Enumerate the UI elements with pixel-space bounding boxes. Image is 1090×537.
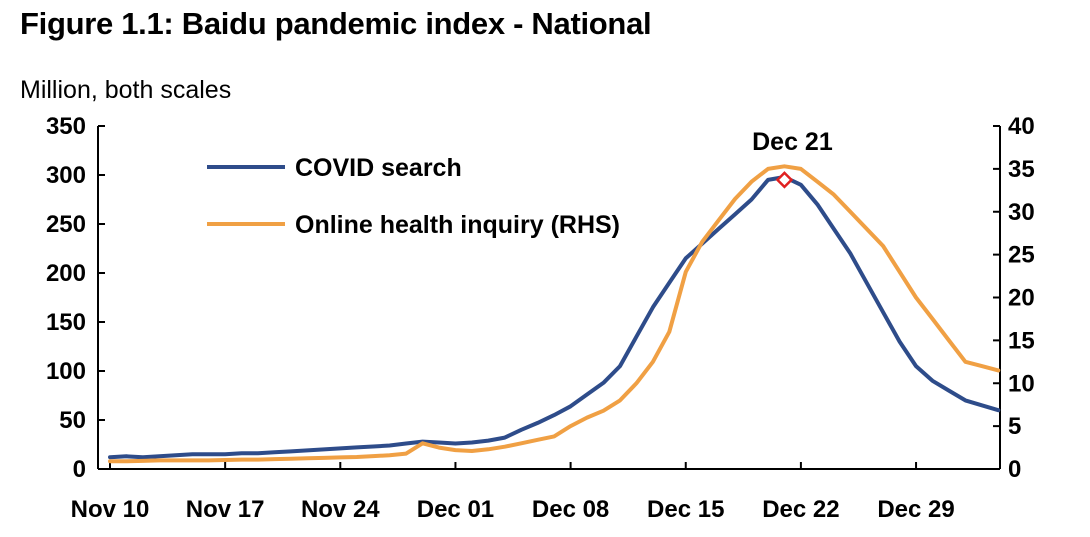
y-tick-label-left: 350: [46, 113, 86, 140]
y-tick-label-left: 250: [46, 211, 86, 238]
chart-title: Figure 1.1: Baidu pandemic index - Natio…: [20, 6, 652, 41]
annotation-marker: [775, 171, 794, 189]
y-tick-label-right: 15: [1008, 327, 1035, 354]
x-tick-label: Dec 29: [877, 496, 954, 523]
annotation-label: Dec 21: [752, 128, 833, 156]
y-tick-label-right: 30: [1008, 199, 1035, 226]
x-tick-label: Nov 17: [186, 496, 265, 523]
legend-label: COVID search: [295, 154, 462, 182]
y-tick-label-left: 150: [46, 309, 86, 336]
y-tick-label-right: 5: [1008, 413, 1021, 440]
legend-label: Online health inquiry (RHS): [295, 211, 620, 239]
y-tick-label-right: 25: [1008, 242, 1035, 269]
series-line-covid-search: [108, 175, 1001, 460]
x-tick-label: Dec 15: [647, 496, 724, 523]
x-tick-label: Nov 10: [71, 496, 150, 523]
y-tick-label-right: 10: [1008, 370, 1035, 397]
y-tick-label-right: 40: [1008, 113, 1035, 140]
x-tick-label: Dec 22: [762, 496, 839, 523]
y-tick-label-left: 100: [46, 358, 86, 385]
y-tick-label-right: 20: [1008, 285, 1035, 312]
x-tick-label: Dec 08: [532, 496, 609, 523]
x-tick-label: Dec 01: [417, 496, 494, 523]
x-tick-label: Nov 24: [301, 496, 380, 523]
y-tick-label-left: 50: [59, 407, 86, 434]
y-tick-label-right: 0: [1008, 456, 1021, 483]
y-tick-label-left: 200: [46, 260, 86, 287]
y-tick-label-left: 0: [73, 456, 86, 483]
y-tick-label-right: 35: [1008, 156, 1035, 183]
y-tick-label-left: 300: [46, 162, 86, 189]
units-note: Million, both scales: [20, 76, 232, 104]
series-line-online-health-inquiry: [108, 164, 1001, 464]
